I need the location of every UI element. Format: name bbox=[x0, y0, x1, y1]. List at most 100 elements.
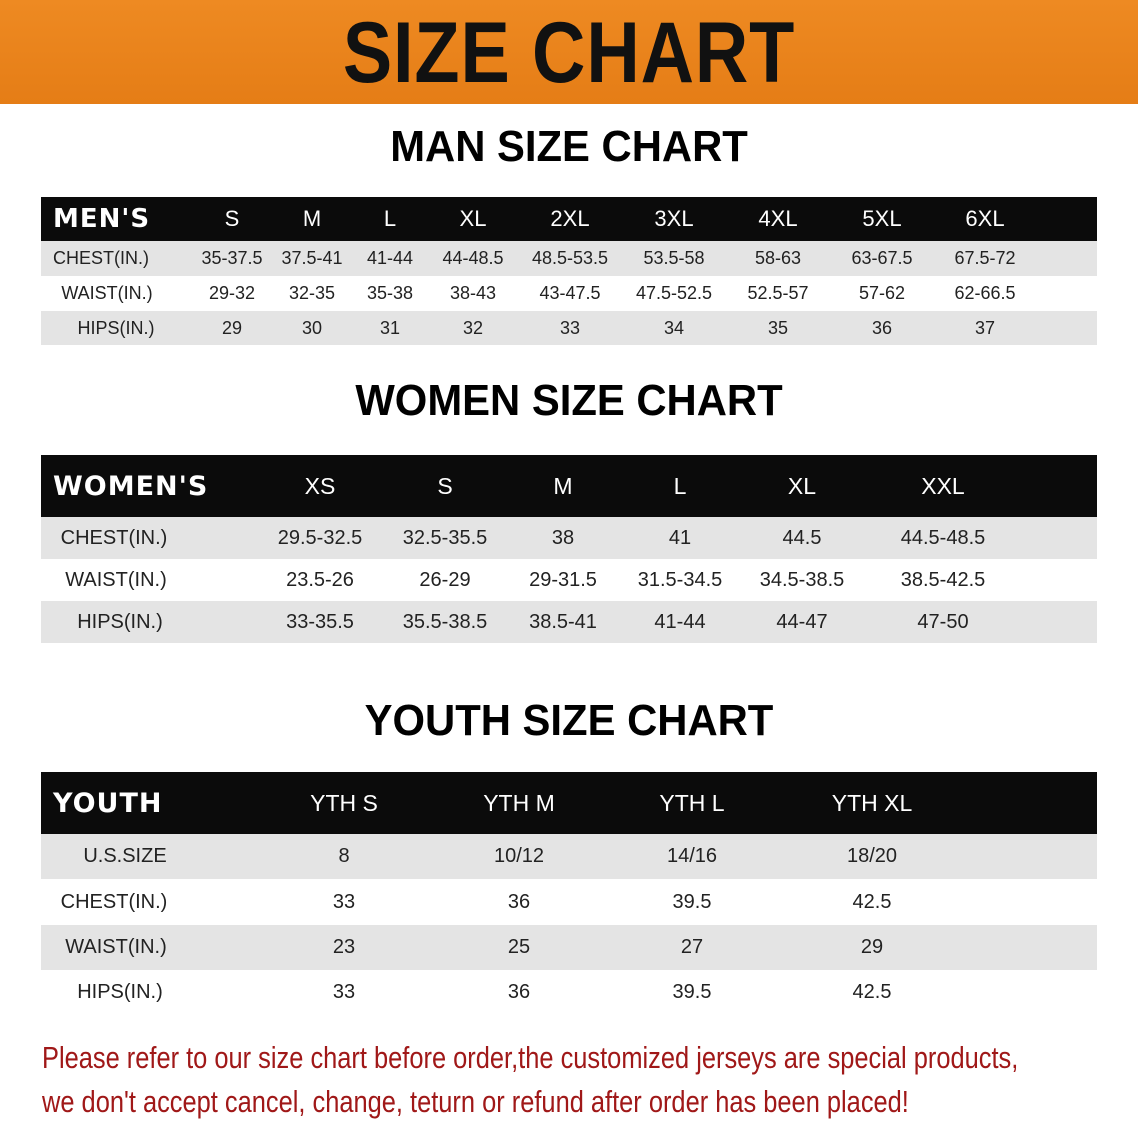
table-row: WAIST(IN.) 29-32 32-35 35-38 38-43 43-47.5 47.… bbox=[41, 276, 1097, 311]
table-cell: 62-66.5 bbox=[954, 283, 1016, 303]
table-cell: 47-50 bbox=[917, 610, 969, 633]
table-cell: 36 bbox=[507, 890, 531, 913]
table-cell: 58-63 bbox=[754, 248, 802, 268]
table-cell: 32-35 bbox=[288, 283, 336, 303]
table-cell: 32.5-35.5 bbox=[402, 526, 488, 549]
table-cell: 52.5-57 bbox=[747, 283, 809, 303]
table-cell: 35-37.5 bbox=[201, 248, 263, 268]
table-cell: 35-38 bbox=[366, 283, 414, 303]
table-cell: 44.5-48.5 bbox=[900, 526, 986, 549]
table-row: HIPS(IN.) 33-35.5 35.5-38.5 38.5-41 41-44 44-… bbox=[41, 601, 1097, 643]
table-cell: 34.5-38.5 bbox=[759, 568, 845, 591]
size-header: YTH S bbox=[310, 789, 378, 816]
size-header: 4XL bbox=[758, 206, 798, 231]
table-cell: 41-44 bbox=[654, 610, 706, 633]
youth-section-title: YOUTH SIZE CHART bbox=[364, 696, 774, 745]
table-row: U.S.SIZE 8 10/12 14/16 18/20 bbox=[41, 834, 1097, 879]
table-cell: 38.5-42.5 bbox=[900, 568, 986, 591]
table-cell: 23.5-26 bbox=[286, 568, 354, 591]
table-cell: 31 bbox=[379, 317, 401, 338]
row-label: CHEST(IN.) bbox=[60, 890, 168, 913]
size-header: YTH M bbox=[483, 789, 555, 816]
row-label: HIPS(IN.) bbox=[77, 981, 163, 1003]
men-size-table: MEN'S S M L XL 2XL 3XL 4XL 5XL 6XL CHEST(IN.) 35-37… bbox=[41, 197, 1097, 345]
table-cell: 14/16 bbox=[666, 845, 718, 867]
table-cell: 33 bbox=[559, 317, 581, 338]
table-cell: 39.5 bbox=[672, 981, 712, 1003]
row-label: HIPS(IN.) bbox=[77, 317, 155, 338]
size-header: L bbox=[673, 472, 687, 499]
table-cell: 63-67.5 bbox=[851, 248, 913, 268]
women-header-label: WOMEN'S bbox=[53, 470, 209, 502]
table-cell: 42.5 bbox=[852, 981, 892, 1003]
youth-header-row: YOUTH YTH S YTH M YTH L YTH XL bbox=[41, 772, 1097, 834]
youth-header-label: YOUTH bbox=[53, 787, 163, 819]
size-header: XXL bbox=[921, 472, 965, 499]
table-cell: 29.5-32.5 bbox=[277, 526, 363, 549]
row-label: WAIST(IN.) bbox=[65, 936, 167, 958]
size-header: XL bbox=[787, 472, 817, 499]
table-cell: 57-62 bbox=[858, 283, 906, 303]
table-cell: 33-35.5 bbox=[286, 610, 354, 633]
row-label: U.S.SIZE bbox=[83, 845, 167, 867]
notice-line-2: we don't accept cancel, change, teturn o… bbox=[42, 1084, 909, 1119]
table-cell: 29 bbox=[221, 317, 243, 338]
size-header: YTH XL bbox=[831, 789, 913, 816]
table-cell: 34 bbox=[663, 317, 685, 338]
size-header: 3XL bbox=[654, 206, 694, 231]
table-row: HIPS(IN.) 33 36 39.5 42.5 bbox=[41, 970, 1097, 1015]
table-cell: 39.5 bbox=[672, 890, 712, 913]
table-cell: 38-43 bbox=[449, 283, 497, 303]
table-cell: 36 bbox=[507, 981, 531, 1003]
row-label: WAIST(IN.) bbox=[65, 568, 167, 591]
table-cell: 8 bbox=[338, 845, 350, 867]
women-size-table: WOMEN'S XS S M L XL XXL CHEST(IN.) 29.5-32.5 32.5… bbox=[41, 455, 1097, 643]
table-cell: 33 bbox=[332, 981, 356, 1003]
table-cell: 38 bbox=[551, 526, 575, 549]
size-header: 6XL bbox=[965, 206, 1005, 231]
table-cell: 37 bbox=[974, 317, 996, 338]
table-cell: 35.5-38.5 bbox=[402, 610, 488, 633]
table-cell: 43-47.5 bbox=[539, 283, 601, 303]
table-cell: 27 bbox=[680, 936, 704, 958]
row-label: HIPS(IN.) bbox=[77, 610, 163, 633]
size-header: L bbox=[383, 206, 397, 231]
table-row: WAIST(IN.) 23 25 27 29 bbox=[41, 925, 1097, 970]
youth-size-table: YOUTH YTH S YTH M YTH L YTH XL U.S.SIZE 8 10/12… bbox=[41, 772, 1097, 1015]
table-cell: 42.5 bbox=[852, 890, 892, 913]
table-row: CHEST(IN.) 35-37.5 37.5-41 41-44 44-48.5 48.5… bbox=[41, 241, 1097, 276]
table-cell: 67.5-72 bbox=[954, 248, 1016, 268]
table-row: CHEST(IN.) 33 36 39.5 42.5 bbox=[41, 879, 1097, 925]
table-cell: 29-31.5 bbox=[529, 568, 597, 591]
row-label: CHEST(IN.) bbox=[60, 526, 168, 549]
men-header-row: MEN'S S M L XL 2XL 3XL 4XL 5XL 6XL bbox=[41, 197, 1097, 241]
table-cell: 37.5-41 bbox=[281, 248, 343, 268]
table-row: CHEST(IN.) 29.5-32.5 32.5-35.5 38 41 44.5 44.5… bbox=[41, 517, 1097, 559]
table-cell: 32 bbox=[462, 317, 484, 338]
table-cell: 41 bbox=[668, 526, 692, 549]
size-header: YTH L bbox=[659, 789, 725, 816]
size-header: XL bbox=[459, 206, 487, 231]
size-header: S bbox=[437, 472, 453, 499]
table-cell: 35 bbox=[767, 317, 789, 338]
table-cell: 30 bbox=[301, 317, 323, 338]
table-cell: 48.5-53.5 bbox=[531, 248, 609, 268]
table-cell: 31.5-34.5 bbox=[637, 568, 723, 591]
table-cell: 33 bbox=[332, 890, 356, 913]
size-header: 5XL bbox=[862, 206, 902, 231]
table-cell: 36 bbox=[871, 317, 893, 338]
women-header-row: WOMEN'S XS S M L XL XXL bbox=[41, 455, 1097, 517]
table-cell: 41-44 bbox=[366, 248, 414, 268]
table-cell: 29-32 bbox=[208, 283, 256, 303]
size-header: S bbox=[224, 206, 240, 231]
row-label: WAIST(IN.) bbox=[61, 283, 153, 303]
table-cell: 25 bbox=[507, 936, 531, 958]
size-header: M bbox=[553, 472, 573, 499]
table-cell: 44.5 bbox=[782, 526, 822, 549]
table-cell: 26-29 bbox=[419, 568, 471, 591]
row-label: CHEST(IN.) bbox=[53, 248, 149, 268]
table-cell: 44-47 bbox=[776, 610, 828, 633]
table-row: HIPS(IN.) 29 30 31 32 33 34 35 36 37 bbox=[41, 311, 1097, 345]
table-cell: 10/12 bbox=[493, 845, 545, 867]
table-cell: 53.5-58 bbox=[643, 248, 705, 268]
